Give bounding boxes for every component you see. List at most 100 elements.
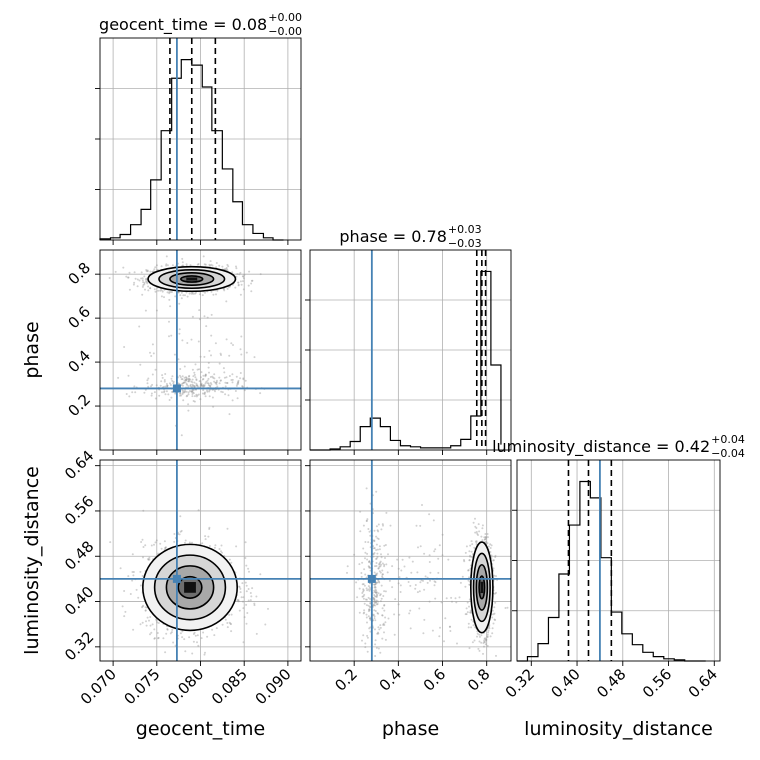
sample-point	[369, 619, 372, 621]
sample-point	[377, 579, 380, 582]
sample-point	[172, 382, 175, 385]
sample-point	[168, 292, 171, 295]
sample-point	[235, 265, 237, 268]
sample-point	[504, 607, 507, 609]
sample-point	[216, 385, 219, 388]
sample-point	[423, 618, 426, 621]
sample-point	[250, 282, 253, 285]
sample-point	[125, 393, 128, 395]
sample-point	[191, 652, 194, 655]
sample-point	[237, 600, 240, 603]
sample-point	[374, 604, 377, 607]
x-tick-label: 0.2	[331, 665, 361, 695]
sample-point	[165, 264, 168, 267]
sample-point	[169, 382, 171, 385]
sample-point	[458, 596, 461, 599]
sample-point	[451, 600, 453, 603]
sample-point	[127, 374, 130, 377]
sample-point	[493, 612, 496, 615]
sample-point	[235, 375, 238, 378]
sample-point	[372, 603, 375, 606]
sample-point	[183, 638, 186, 641]
sample-point	[380, 556, 383, 559]
sample-point	[368, 586, 371, 589]
sample-point	[211, 628, 214, 631]
sample-point	[221, 551, 223, 554]
sample-point	[485, 540, 488, 543]
sample-point	[362, 589, 365, 592]
sample-point	[249, 592, 252, 594]
sample-point	[376, 537, 379, 540]
sample-point	[200, 382, 203, 385]
sample-point	[382, 623, 385, 626]
sample-point	[242, 288, 245, 291]
sample-point	[171, 379, 174, 382]
sample-point	[366, 589, 369, 592]
sample-point	[247, 284, 250, 287]
y-tick-label: 0.2	[64, 391, 94, 421]
sample-point	[191, 315, 194, 318]
sample-point	[151, 270, 154, 273]
sample-point	[259, 392, 262, 395]
sample-point	[153, 391, 156, 394]
sample-point	[384, 621, 387, 624]
sample-point	[381, 523, 384, 526]
sample-point	[127, 276, 130, 279]
sample-point	[407, 581, 410, 583]
sample-point	[374, 595, 377, 598]
sample-point	[353, 553, 356, 556]
sample-point	[143, 283, 146, 286]
sample-point	[181, 264, 184, 267]
sample-point	[220, 544, 223, 547]
sample-point	[224, 385, 227, 388]
sample-point	[182, 382, 184, 385]
sample-point	[214, 390, 216, 393]
sample-point	[414, 587, 417, 590]
sample-point	[426, 581, 429, 584]
sample-point	[493, 592, 496, 595]
sample-point	[225, 300, 228, 303]
sample-point	[139, 363, 142, 366]
sample-point	[367, 610, 370, 613]
sample-point	[191, 383, 194, 386]
sample-point	[192, 640, 195, 643]
sample-point	[454, 597, 457, 600]
sample-point	[193, 373, 196, 376]
sample-point	[168, 335, 170, 338]
sample-point	[185, 390, 188, 393]
sample-point	[154, 290, 157, 293]
sample-point	[379, 560, 382, 563]
sample-point	[367, 615, 370, 618]
sample-point	[365, 520, 368, 522]
sample-point	[231, 381, 234, 384]
sample-point	[191, 368, 194, 371]
sample-point	[388, 579, 391, 582]
sample-point	[219, 379, 222, 382]
sample-point	[209, 260, 212, 263]
sample-point	[375, 600, 378, 603]
sample-point	[196, 384, 199, 387]
scatter-geocent-time-vs-luminosity-distance: 0.070 0.075 0.080 0.085 0.0900.320.400.480.5…	[61, 447, 302, 708]
title-upper-error: +0.03	[448, 223, 482, 236]
sample-point	[208, 371, 210, 374]
sample-point	[469, 554, 472, 557]
sample-point	[210, 354, 212, 357]
sample-point	[192, 400, 195, 402]
sample-point	[141, 606, 143, 609]
sample-point	[149, 287, 152, 290]
sample-point	[210, 383, 213, 386]
sample-point	[373, 615, 376, 618]
sample-point	[155, 384, 158, 387]
sample-point	[473, 546, 476, 549]
sample-point	[248, 570, 250, 573]
sample-point	[181, 375, 184, 378]
sample-point	[384, 590, 387, 593]
sample-point	[183, 381, 186, 384]
sample-point	[160, 265, 163, 268]
sample-point	[375, 573, 377, 576]
sample-point	[384, 616, 387, 619]
sample-point	[154, 541, 157, 544]
sample-point	[225, 338, 228, 341]
sample-point	[362, 588, 365, 591]
sample-point	[190, 292, 193, 295]
